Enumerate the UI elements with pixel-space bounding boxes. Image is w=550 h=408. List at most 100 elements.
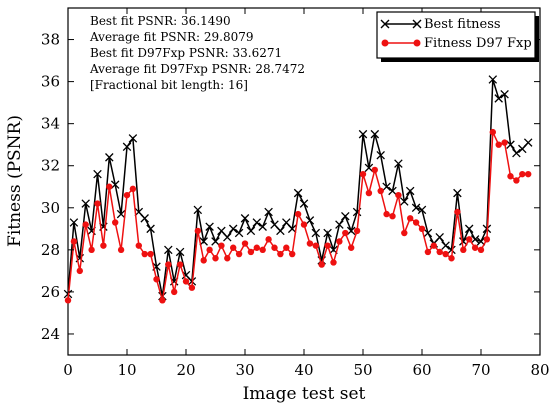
data-point — [407, 215, 414, 222]
x-tick-label: 30 — [235, 361, 254, 379]
data-point — [94, 200, 101, 207]
data-point — [470, 235, 480, 244]
data-point — [240, 214, 250, 223]
x-tick-label: 50 — [353, 361, 372, 379]
data-point — [200, 257, 207, 264]
data-point — [234, 228, 244, 238]
data-point — [176, 261, 184, 268]
data-point — [188, 284, 196, 291]
data-point — [507, 173, 514, 180]
data-point — [164, 245, 173, 255]
annotation-fractional-bits: [Fractional bit length: 16] — [90, 78, 248, 92]
data-point — [93, 169, 102, 179]
data-point — [106, 183, 113, 190]
data-point — [100, 242, 107, 249]
data-point — [388, 186, 397, 196]
data-point — [411, 203, 421, 213]
data-point — [466, 236, 473, 243]
data-point — [212, 255, 219, 262]
data-point — [489, 128, 496, 136]
data-point — [441, 241, 450, 250]
data-point — [305, 216, 315, 225]
y-tick-label: 34 — [41, 115, 60, 133]
data-point — [224, 255, 231, 262]
data-point — [171, 288, 178, 296]
data-point — [348, 244, 355, 251]
data-point — [117, 246, 125, 254]
annotation-best-fit-fxp: Best fit D97Fxp PSNR: 33.6271 — [90, 46, 282, 60]
x-tick-label: 10 — [117, 361, 136, 379]
data-point — [135, 242, 142, 249]
data-point — [371, 166, 378, 174]
data-point — [370, 129, 380, 139]
data-point — [247, 248, 255, 256]
data-point — [70, 238, 78, 245]
data-point — [218, 242, 225, 249]
data-point — [194, 227, 201, 235]
data-point — [128, 134, 138, 143]
data-point — [494, 94, 503, 103]
data-point — [471, 244, 479, 251]
data-point — [312, 242, 319, 249]
data-point — [182, 278, 190, 285]
data-point — [264, 207, 273, 217]
data-point — [241, 240, 249, 247]
data-point — [271, 244, 278, 251]
data-point — [252, 218, 262, 227]
data-point — [105, 153, 114, 162]
data-point — [110, 180, 120, 189]
data-point — [377, 187, 384, 195]
data-point — [228, 224, 238, 234]
data-point — [417, 205, 427, 215]
data-point — [376, 150, 385, 160]
annotation-average-fit: Average fit PSNR: 29.8079 — [89, 30, 254, 44]
x-tick-label: 80 — [530, 361, 549, 379]
data-point — [318, 261, 325, 268]
data-point — [112, 219, 119, 226]
data-point — [460, 246, 467, 254]
legend-marker-dot-icon — [413, 39, 421, 47]
data-point — [293, 188, 303, 198]
annotation-average-fit-fxp: Average fit D97Fxp PSNR: 28.7472 — [89, 62, 305, 76]
legend: Best fitness Fitness D97 Fxp — [376, 11, 539, 62]
data-point — [141, 250, 148, 258]
data-point — [365, 189, 373, 197]
data-point — [358, 129, 368, 139]
data-point — [306, 240, 314, 247]
data-point — [324, 242, 331, 249]
x-tick-label: 70 — [471, 361, 490, 379]
data-point — [488, 75, 498, 84]
x-tick-label: 40 — [294, 361, 313, 379]
data-point — [523, 138, 533, 147]
data-point — [147, 250, 154, 258]
data-point — [501, 139, 508, 146]
data-point — [258, 222, 267, 231]
y-tick-label: 24 — [41, 325, 60, 343]
y-tick-label: 38 — [41, 31, 60, 49]
data-point — [116, 209, 126, 219]
series-best-fitness — [63, 75, 533, 301]
data-point — [512, 148, 521, 158]
data-point — [246, 226, 256, 236]
data-point — [394, 159, 403, 168]
data-point — [353, 227, 361, 235]
data-point — [276, 226, 285, 236]
data-point — [205, 222, 214, 231]
legend-label-fxp: Fitness D97 Fxp — [424, 36, 532, 51]
data-point — [235, 250, 243, 258]
legend-label-best: Best fitness — [424, 17, 501, 32]
data-point — [211, 237, 220, 246]
data-point — [435, 232, 444, 242]
data-point — [153, 276, 160, 283]
y-tick-label: 32 — [41, 157, 60, 175]
data-point — [442, 250, 449, 258]
legend-marker-x-icon — [380, 19, 422, 29]
data-point — [400, 197, 409, 206]
data-point — [129, 185, 137, 193]
data-point — [477, 246, 485, 254]
data-point — [383, 210, 390, 218]
y-tick-label: 26 — [41, 283, 60, 301]
data-point — [495, 141, 502, 148]
series-fitness-d97-fxp — [64, 128, 532, 304]
data-point — [122, 142, 132, 152]
